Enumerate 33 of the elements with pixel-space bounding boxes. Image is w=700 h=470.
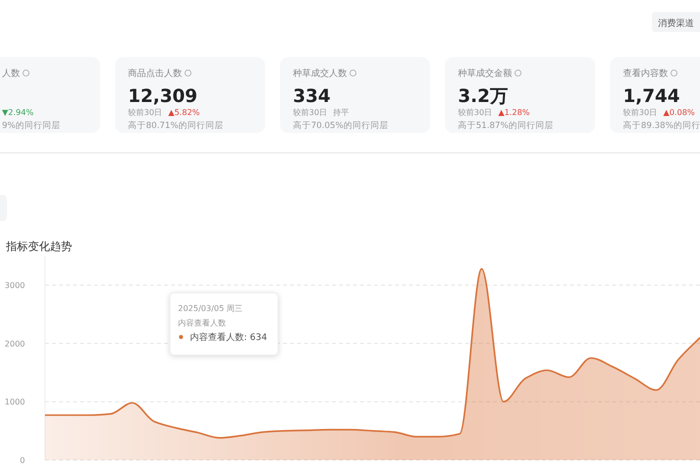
text: ▲0.08% <box>663 108 696 117</box>
y-tick-label: 0 <box>20 456 25 465</box>
text: 9%的同行同层 <box>2 120 60 131</box>
annotation: 内容查看人数 <box>178 318 226 328</box>
text: 种草成交金额 <box>458 68 512 79</box>
chart-title: 指标变化趋势 <box>5 240 72 253</box>
text: 高于80.71%的同行同层 <box>128 120 224 131</box>
annotation: 2025/03/05 周三 <box>178 304 243 313</box>
text: 较前30日 <box>128 108 162 117</box>
text: 高于89.38%的同行 <box>623 120 700 131</box>
text: 较前30日 <box>293 108 328 117</box>
text: 1,744 <box>623 86 680 107</box>
text: ▲1.28% <box>498 108 530 117</box>
y-tick-label: 1000 <box>4 398 25 407</box>
text: ▼2.94% <box>2 108 34 117</box>
text: 高于51.87%的同行同层 <box>458 120 554 131</box>
text: 消费渠道 <box>658 18 694 29</box>
text: 较前30日 <box>458 108 492 117</box>
y-tick-label: 3000 <box>4 281 25 290</box>
text: 334 <box>293 86 331 107</box>
text: ▲5.82% <box>168 108 200 117</box>
text: 较前30日 <box>623 108 658 117</box>
text: 商品点击人数 <box>128 68 182 79</box>
text: 3.2万 <box>458 86 508 107</box>
text: 12,309 <box>128 86 198 107</box>
text: 查看内容数 <box>623 68 668 79</box>
text: 持平 <box>333 108 350 117</box>
text: 人数 <box>2 68 20 79</box>
annotation: 内容查看人数: 634 <box>190 332 268 343</box>
picture-tooltip: 2025/03/05 周三 内容查看人数 内容查看人数: 634 <box>170 292 278 356</box>
text: 种草成交人数 <box>293 68 347 79</box>
text: 高于70.05%的同行同层 <box>293 120 388 131</box>
y-tick-label: 2000 <box>4 339 25 348</box>
